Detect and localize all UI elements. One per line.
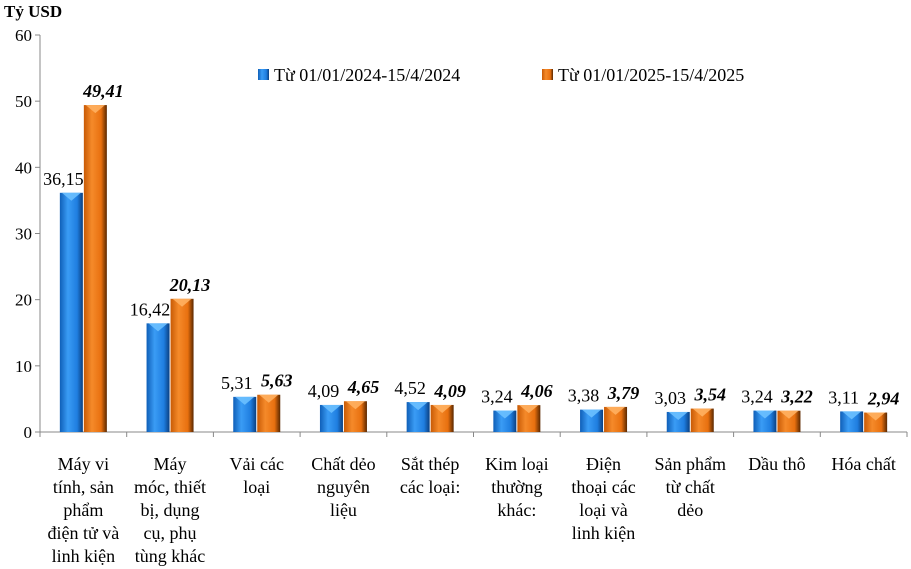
data-label: 2,94 [867,389,900,409]
data-label: 49,41 [82,81,124,101]
data-label: 4,09 [433,381,466,401]
legend-swatch [258,69,269,80]
category-label: liệu [330,500,357,520]
data-label: 4,52 [394,378,426,398]
category-label: dẻo [677,500,703,520]
category-label: nguyên [317,477,370,497]
y-tick-label: 10 [15,357,32,376]
category-label: Chất dẻo [311,454,376,474]
data-label: 5,63 [261,371,293,391]
category-label: điện tử và [47,523,119,543]
category-label: Hóa chất [831,454,895,474]
data-label: 20,13 [169,275,211,295]
bar-2024 [146,323,170,432]
data-label: 3,22 [780,387,813,407]
data-label: 3,79 [607,383,640,403]
data-label: 3,38 [568,386,600,406]
category-label: Máy vi [58,454,110,474]
category-label: linh kiện [572,523,636,543]
data-label: 3,11 [828,387,859,407]
bar-2024 [840,411,864,432]
bar-2025 [83,105,107,433]
category-label: loại [243,477,270,497]
data-label: 3,54 [694,385,727,405]
category-label: tùng khác [135,546,205,566]
data-label: 16,42 [130,299,171,319]
bar-2025 [343,401,367,432]
category-label: thường [491,477,542,497]
legend: Từ 01/01/2024-15/4/2024 Từ 01/01/2025-15/… [258,65,744,85]
category-label: Sản phẩm [655,454,727,474]
category-label: Vải các [230,454,284,474]
data-label: 4,65 [347,377,380,397]
category-label: cụ, phụ [144,523,197,543]
category-label: bị, dụng [141,500,200,520]
bar-2024 [753,410,777,432]
data-label: 3,24 [741,387,773,407]
category-label: từ chất [666,477,715,497]
y-tick-label: 30 [15,225,32,244]
category-label: Điện [586,454,621,474]
y-axis-title: Tỷ USD [4,2,62,21]
bar-2025 [517,405,541,432]
bar-2024 [233,396,257,432]
data-label: 36,15 [43,169,84,189]
category-label: tính, sản [53,477,114,497]
category-label: loại và [579,500,627,520]
bar-2024 [493,410,517,432]
data-label: 3,24 [481,387,513,407]
category-label: Kim loại [485,454,549,474]
bar-2024 [580,409,604,432]
category-label: phẩm [63,500,103,520]
bar-2024 [666,411,690,432]
y-tick-label: 0 [24,423,33,442]
category-label: Sắt thép [401,454,460,474]
bar-2025 [864,412,888,432]
legend-swatch [542,69,553,80]
category-label: khác: [497,500,536,520]
y-tick-label: 50 [15,92,32,111]
category-label: các loại: [400,477,460,497]
bar-2025 [777,410,801,432]
bar-2025 [690,408,714,432]
y-tick-label: 40 [15,158,32,177]
data-label: 5,31 [221,373,253,393]
bar-2024 [406,402,430,432]
bar-2025 [170,298,194,432]
legend-label: Từ 01/01/2024-15/4/2024 [274,65,460,85]
category-label: Máy [154,454,187,474]
category-label: móc, thiết [134,477,206,497]
category-label: thoại các [571,477,635,497]
data-label: 4,06 [520,381,553,401]
y-tick-label: 60 [15,26,32,45]
bar-2024 [319,404,343,432]
category-label: linh kiện [52,546,116,566]
bar-2025 [257,394,281,432]
data-label: 4,09 [308,381,340,401]
y-tick-label: 20 [15,291,32,310]
data-label: 3,03 [655,388,687,408]
legend-label: Từ 01/01/2025-15/4/2025 [558,65,744,85]
bar-2025 [430,404,454,432]
bar-2024 [59,192,83,432]
category-label: Dầu thô [748,454,806,474]
bar-2025 [604,406,628,432]
